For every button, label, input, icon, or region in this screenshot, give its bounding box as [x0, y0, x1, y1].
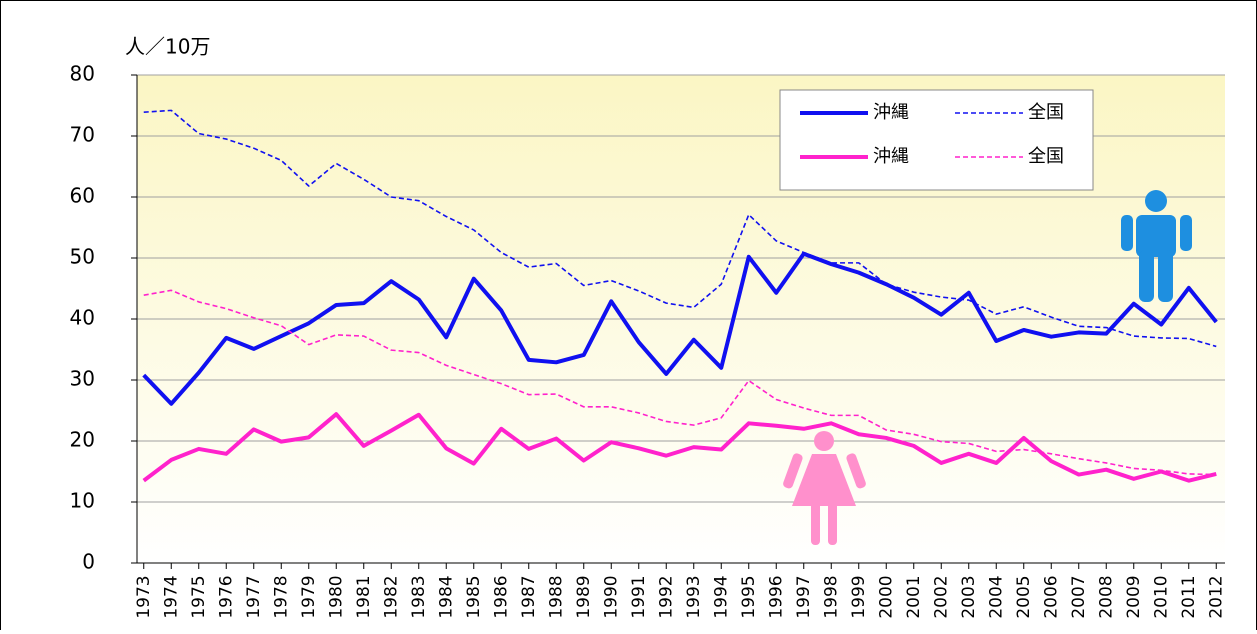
x-tick-label: 1999 [849, 575, 869, 618]
x-tick-label: 2011 [1179, 575, 1199, 618]
lines [142, 109, 1218, 483]
legend-label: 沖縄 [873, 102, 909, 123]
x-tick-label: 1991 [629, 575, 649, 618]
x-tick-label: 1988 [546, 575, 566, 618]
x-tick-label: 1987 [519, 575, 539, 618]
y-tick-label: 50 [70, 245, 95, 269]
x-tick-label: 2005 [1014, 575, 1034, 618]
series-line [143, 109, 1217, 348]
x-tick-label: 1974 [161, 575, 181, 618]
x-tick-label: 1984 [436, 575, 456, 618]
x-tick-label: 2001 [904, 575, 924, 618]
x-tick-label: 1998 [821, 575, 841, 618]
x-tick-label: 1993 [684, 575, 704, 618]
x-tick-label: 1981 [354, 575, 374, 618]
legend-box [779, 89, 1094, 191]
x-tick-label: 1983 [409, 575, 429, 618]
legend-label: 沖縄 [873, 146, 909, 167]
x-tick-label: 1973 [134, 575, 154, 618]
y-tick-label: 20 [70, 428, 95, 452]
y-tick-label: 80 [70, 62, 95, 86]
x-tick-label: 2000 [876, 575, 896, 618]
x-tick-label: 1990 [601, 575, 621, 618]
x-tick-label: 2009 [1124, 575, 1144, 618]
x-tick-label: 2008 [1096, 575, 1116, 618]
x-tick-label: 1977 [244, 575, 264, 618]
x-tick-label: 1996 [766, 575, 786, 618]
x-tick-label: 1976 [216, 575, 236, 618]
x-tick-label: 1995 [739, 575, 759, 618]
x-tick-label: 2003 [959, 575, 979, 618]
legend-label: 全国 [1028, 102, 1064, 123]
male-icon [1121, 190, 1192, 302]
x-tick-label: 1994 [711, 575, 731, 618]
x-tick-label: 1980 [326, 575, 346, 618]
female-icon [783, 431, 866, 545]
x-tick-label: 1985 [464, 575, 484, 618]
x-tick-label: 1989 [574, 575, 594, 618]
x-tick-label: 1979 [299, 575, 319, 618]
series-line [142, 412, 1217, 483]
x-tick-label: 1992 [656, 575, 676, 618]
y-tick-label: 40 [70, 306, 95, 330]
x-tick-label: 1982 [381, 575, 401, 618]
x-tick-label: 2002 [931, 575, 951, 618]
y-tick-label: 10 [70, 489, 95, 513]
x-tick-label: 2012 [1206, 575, 1226, 618]
y-axis-label: 人／10万 [125, 35, 210, 59]
x-tick-label: 2010 [1151, 575, 1171, 618]
y-tick-label: 0 [82, 550, 95, 574]
y-tick-label: 60 [70, 184, 95, 208]
x-tick-label: 1986 [491, 575, 511, 618]
y-tick-label: 70 [70, 123, 95, 147]
x-tick-label: 2007 [1069, 575, 1089, 618]
x-tick-label: 2006 [1041, 575, 1061, 618]
series-line [142, 251, 1218, 406]
y-tick-label: 30 [70, 367, 95, 391]
x-tick-label: 2004 [986, 575, 1006, 618]
x-tick-label: 1978 [271, 575, 291, 618]
x-tick-label: 1997 [794, 575, 814, 618]
legend-label: 全国 [1028, 146, 1064, 167]
x-tick-label: 1975 [189, 575, 209, 618]
